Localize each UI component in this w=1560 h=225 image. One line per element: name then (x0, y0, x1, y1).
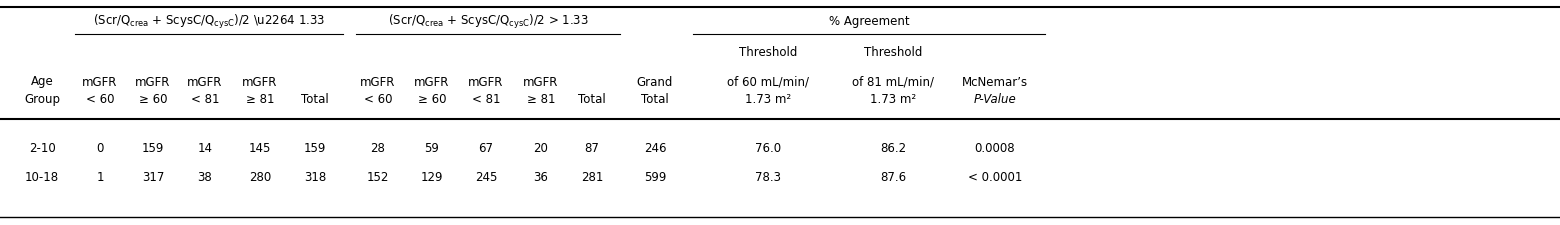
Text: 0.0008: 0.0008 (975, 141, 1016, 154)
Text: of 81 mL/min/: of 81 mL/min/ (852, 75, 934, 88)
Text: 0: 0 (97, 141, 103, 154)
Text: mGFR: mGFR (415, 75, 449, 88)
Text: (Scr/Q$_{\mathrm{crea}}$ + ScysC/Q$_{\mathrm{cysC}}$)/2 \u2264 1.33: (Scr/Q$_{\mathrm{crea}}$ + ScysC/Q$_{\ma… (94, 13, 324, 31)
Text: mGFR: mGFR (187, 75, 223, 88)
Text: 599: 599 (644, 171, 666, 184)
Text: 318: 318 (304, 171, 326, 184)
Text: ≥ 81: ≥ 81 (246, 93, 275, 106)
Text: 14: 14 (198, 141, 212, 154)
Text: 317: 317 (142, 171, 164, 184)
Text: ≥ 81: ≥ 81 (527, 93, 555, 106)
Text: 36: 36 (534, 171, 549, 184)
Text: < 81: < 81 (190, 93, 220, 106)
Text: 159: 159 (304, 141, 326, 154)
Text: 59: 59 (424, 141, 440, 154)
Text: 1.73 m²: 1.73 m² (746, 93, 791, 106)
Text: ≥ 60: ≥ 60 (418, 93, 446, 106)
Text: < 81: < 81 (471, 93, 501, 106)
Text: 67: 67 (479, 141, 493, 154)
Text: 76.0: 76.0 (755, 141, 782, 154)
Text: mGFR: mGFR (83, 75, 117, 88)
Text: McNemar’s: McNemar’s (963, 75, 1028, 88)
Text: 280: 280 (250, 171, 271, 184)
Text: 245: 245 (474, 171, 498, 184)
Text: mGFR: mGFR (242, 75, 278, 88)
Text: 145: 145 (248, 141, 271, 154)
Text: 129: 129 (421, 171, 443, 184)
Text: < 60: < 60 (86, 93, 114, 106)
Text: 28: 28 (371, 141, 385, 154)
Text: mGFR: mGFR (523, 75, 558, 88)
Text: 246: 246 (644, 141, 666, 154)
Text: < 0.0001: < 0.0001 (967, 171, 1022, 184)
Text: 10-18: 10-18 (25, 171, 59, 184)
Text: 152: 152 (367, 171, 388, 184)
Text: 78.3: 78.3 (755, 171, 782, 184)
Text: (Scr/Q$_{\mathrm{crea}}$ + ScysC/Q$_{\mathrm{cysC}}$)/2 > 1.33: (Scr/Q$_{\mathrm{crea}}$ + ScysC/Q$_{\ma… (387, 13, 588, 31)
Text: 1.73 m²: 1.73 m² (870, 93, 916, 106)
Text: mGFR: mGFR (136, 75, 170, 88)
Text: ≥ 60: ≥ 60 (139, 93, 167, 106)
Text: Total: Total (301, 93, 329, 106)
Text: Group: Group (23, 93, 59, 106)
Text: 87: 87 (585, 141, 599, 154)
Text: Total: Total (579, 93, 605, 106)
Text: mGFR: mGFR (468, 75, 504, 88)
Text: Threshold: Threshold (739, 45, 797, 58)
Text: < 60: < 60 (363, 93, 392, 106)
Text: 2-10: 2-10 (28, 141, 55, 154)
Text: Threshold: Threshold (864, 45, 922, 58)
Text: P-Value: P-Value (973, 93, 1017, 106)
Text: 38: 38 (198, 171, 212, 184)
Text: 281: 281 (580, 171, 604, 184)
Text: Total: Total (641, 93, 669, 106)
Text: 1: 1 (97, 171, 105, 184)
Text: 86.2: 86.2 (880, 141, 906, 154)
Text: mGFR: mGFR (360, 75, 396, 88)
Text: 20: 20 (534, 141, 549, 154)
Text: 159: 159 (142, 141, 164, 154)
Text: of 60 mL/min/: of 60 mL/min/ (727, 75, 810, 88)
Text: 87.6: 87.6 (880, 171, 906, 184)
Text: Age: Age (31, 75, 53, 88)
Text: % Agreement: % Agreement (828, 16, 909, 28)
Text: Grand: Grand (636, 75, 674, 88)
